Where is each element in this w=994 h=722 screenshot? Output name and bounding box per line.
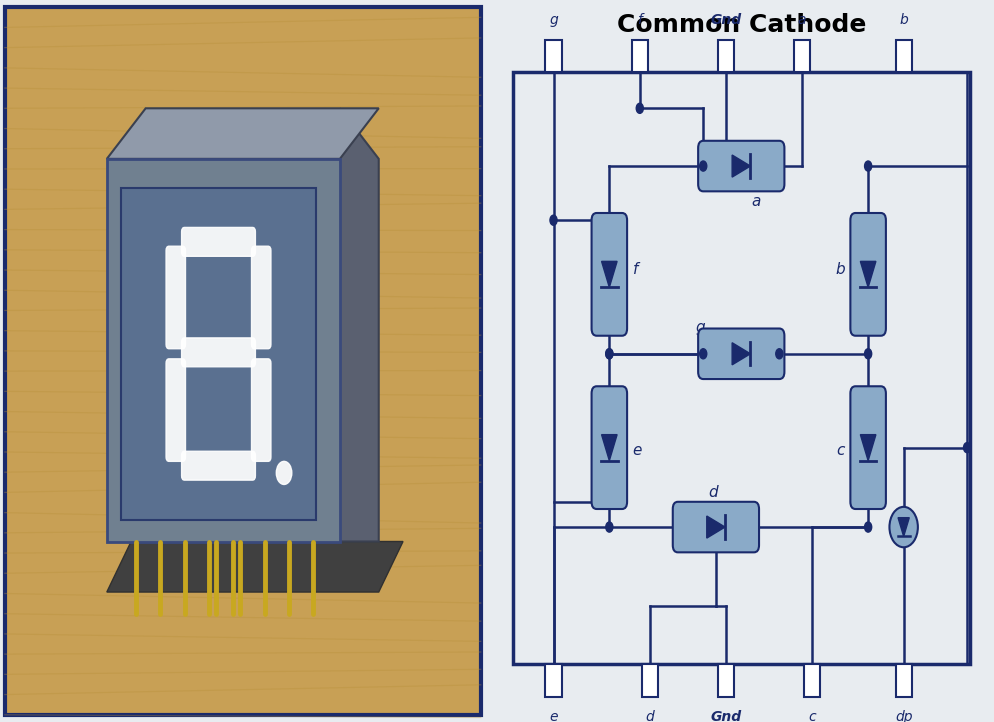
- Circle shape: [775, 349, 782, 359]
- Circle shape: [699, 349, 706, 359]
- Text: g: g: [549, 13, 558, 27]
- Text: a: a: [797, 13, 805, 27]
- Bar: [718, 40, 734, 72]
- Circle shape: [605, 349, 612, 359]
- Text: a: a: [751, 193, 760, 209]
- Circle shape: [605, 522, 612, 532]
- Circle shape: [276, 461, 291, 484]
- FancyBboxPatch shape: [698, 329, 783, 379]
- FancyBboxPatch shape: [251, 359, 270, 461]
- Text: c: c: [808, 710, 815, 722]
- Bar: [545, 40, 561, 72]
- Polygon shape: [706, 516, 725, 538]
- Polygon shape: [860, 261, 875, 287]
- FancyBboxPatch shape: [166, 359, 185, 461]
- Text: c: c: [835, 443, 844, 458]
- Text: e: e: [632, 443, 641, 458]
- Bar: [545, 664, 561, 697]
- FancyBboxPatch shape: [672, 502, 758, 552]
- Circle shape: [550, 215, 557, 225]
- Text: b: b: [835, 262, 844, 277]
- Polygon shape: [106, 542, 403, 592]
- Circle shape: [635, 103, 643, 113]
- FancyBboxPatch shape: [182, 338, 255, 367]
- Text: Gnd: Gnd: [710, 13, 741, 27]
- Text: f: f: [632, 262, 638, 277]
- Polygon shape: [106, 108, 379, 159]
- Text: b: b: [899, 13, 908, 27]
- Bar: [803, 664, 820, 697]
- FancyBboxPatch shape: [850, 386, 885, 509]
- Text: f: f: [637, 13, 641, 27]
- Text: g: g: [695, 320, 705, 335]
- FancyBboxPatch shape: [182, 227, 255, 256]
- FancyBboxPatch shape: [166, 246, 185, 349]
- Text: e: e: [549, 710, 558, 722]
- Polygon shape: [732, 343, 749, 365]
- FancyBboxPatch shape: [591, 213, 626, 336]
- Polygon shape: [340, 108, 379, 542]
- Text: d: d: [708, 484, 718, 500]
- Bar: [793, 40, 809, 72]
- Bar: [106, 159, 340, 542]
- Circle shape: [889, 507, 916, 547]
- Polygon shape: [601, 435, 616, 461]
- Circle shape: [864, 522, 871, 532]
- Bar: [631, 40, 647, 72]
- Bar: [121, 188, 315, 520]
- Bar: [513, 72, 968, 664]
- Polygon shape: [898, 518, 909, 536]
- Text: d: d: [645, 710, 654, 722]
- Circle shape: [699, 161, 706, 171]
- FancyBboxPatch shape: [591, 386, 626, 509]
- Text: Gnd: Gnd: [710, 710, 741, 722]
- Polygon shape: [860, 435, 875, 461]
- Circle shape: [864, 349, 871, 359]
- Text: Common Cathode: Common Cathode: [616, 13, 865, 38]
- FancyBboxPatch shape: [251, 246, 270, 349]
- Bar: [895, 40, 911, 72]
- Bar: [895, 664, 911, 697]
- Bar: [641, 664, 657, 697]
- Polygon shape: [732, 155, 749, 177]
- Bar: [718, 664, 734, 697]
- Polygon shape: [601, 261, 616, 287]
- Circle shape: [962, 443, 970, 453]
- Circle shape: [605, 349, 612, 359]
- Circle shape: [864, 161, 871, 171]
- FancyBboxPatch shape: [182, 451, 255, 480]
- Text: dp: dp: [894, 710, 911, 722]
- FancyBboxPatch shape: [850, 213, 885, 336]
- FancyBboxPatch shape: [698, 141, 783, 191]
